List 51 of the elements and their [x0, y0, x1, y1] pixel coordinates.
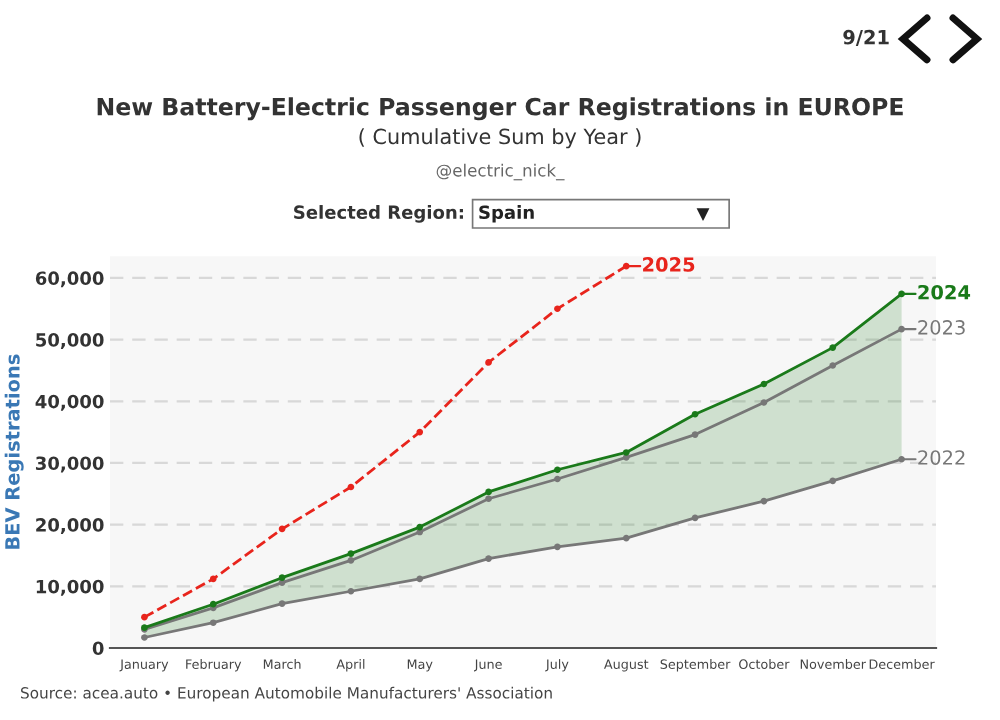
point: [416, 523, 424, 531]
y-tick-label: 40,000: [35, 394, 104, 411]
point: [554, 475, 561, 483]
point: [554, 466, 561, 474]
point: [622, 534, 630, 542]
point: [485, 359, 492, 366]
y-tick-label: 10,000: [36, 579, 104, 596]
point: [829, 477, 837, 485]
point: [347, 557, 355, 564]
legend-label: 2023: [918, 320, 965, 335]
point: [485, 488, 492, 496]
point: [760, 399, 768, 406]
point: [141, 634, 148, 641]
text: 9/21: [843, 29, 889, 47]
point: [416, 575, 424, 583]
chart-subtitle: ( Cumulative Sum by Year ): [359, 128, 641, 149]
y-tick-label: 30,000: [35, 456, 104, 473]
text: Spain: [479, 205, 534, 223]
point: [278, 600, 286, 607]
point: [416, 428, 424, 436]
point: [347, 550, 355, 557]
point: [347, 587, 355, 595]
point: [760, 497, 768, 505]
y-tick-label: 20,000: [36, 518, 104, 535]
point: [760, 380, 768, 388]
y-tick-label: 0: [92, 641, 104, 656]
y-tick-label: 50,000: [36, 333, 104, 350]
point: [691, 431, 699, 438]
y-tick-label: 60,000: [35, 271, 104, 288]
point: [209, 619, 217, 627]
point: [622, 449, 630, 456]
chart-title: New Battery-Electric Passenger Car Registrations in EUROPE: [97, 97, 903, 121]
legend-label: 2024: [918, 284, 971, 300]
point: [278, 574, 286, 582]
point: [554, 543, 561, 551]
point: [554, 305, 561, 313]
text: Selected Region:: [294, 205, 463, 223]
point: [485, 495, 492, 503]
point: [347, 483, 355, 491]
point: [485, 555, 492, 562]
point: [691, 514, 699, 522]
point: [829, 344, 837, 351]
y-axis-title: BEV Registrations: [4, 354, 24, 549]
point: [278, 525, 286, 533]
legend-label: 2025: [643, 257, 695, 272]
text: @electric_nick_: [436, 163, 565, 181]
point: [691, 410, 699, 418]
point: [829, 362, 837, 369]
point: [141, 613, 148, 621]
legend-label: 2022: [918, 450, 965, 465]
point: [209, 575, 217, 583]
